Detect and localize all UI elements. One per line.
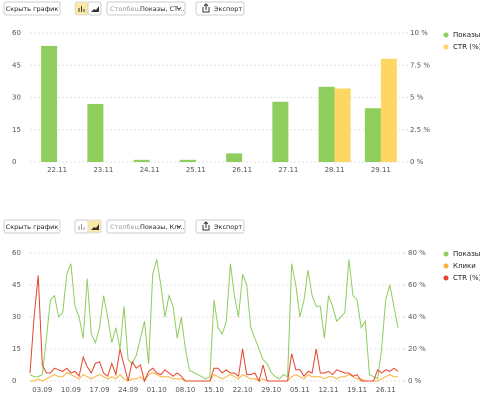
y-tick-label: 0 xyxy=(12,158,16,166)
column-value: Показы, Кл… xyxy=(140,223,185,231)
bar xyxy=(318,86,335,162)
legend-label: CTR (%) xyxy=(453,274,480,282)
y2-tick-label: 7.5 % xyxy=(410,61,430,69)
y2-tick-label: 2.5 % xyxy=(410,126,430,134)
legend-marker xyxy=(443,275,449,281)
export-icon xyxy=(202,3,210,13)
x-tick-label: 10.09 xyxy=(61,386,81,394)
column-label: Столбец: xyxy=(110,223,141,231)
x-tick-label: 29.11 xyxy=(371,166,391,174)
bar xyxy=(41,45,58,162)
x-tick-label: 23.11 xyxy=(93,166,113,174)
x-tick-label: 27.11 xyxy=(278,166,298,174)
legend-marker xyxy=(443,32,449,38)
x-tick-label: 03.09 xyxy=(32,386,52,394)
legend-marker xyxy=(443,251,449,257)
legend-marker xyxy=(443,263,449,269)
export-label: Экспорт xyxy=(214,223,242,231)
line xyxy=(30,371,398,382)
area-icon xyxy=(91,6,99,12)
line xyxy=(29,275,399,383)
x-tick-label: 24.09 xyxy=(118,386,138,394)
bar xyxy=(334,88,351,162)
bar xyxy=(179,159,196,162)
chevron xyxy=(176,225,182,229)
legend-label: Показы xyxy=(453,250,480,258)
x-tick-label: 01.10 xyxy=(147,386,167,394)
bar xyxy=(133,159,150,162)
y-tick-label: 45 xyxy=(12,281,21,289)
hide-button[interactable] xyxy=(3,219,61,234)
bar-icon xyxy=(78,6,85,12)
x-tick-label: 22.10 xyxy=(233,386,253,394)
y2-tick-label: 40 % xyxy=(408,313,426,321)
column-label: Столбец: xyxy=(110,5,141,13)
line xyxy=(29,259,399,380)
y2-tick-label: 60 % xyxy=(408,281,426,289)
x-tick-label: 28.11 xyxy=(325,166,345,174)
x-tick-label: 08.10 xyxy=(175,386,195,394)
y2-tick-label: 10 % xyxy=(410,29,428,37)
x-tick-label: 17.09 xyxy=(89,386,109,394)
y2-tick-label: 5 % xyxy=(410,94,424,102)
x-tick-label: 19.11 xyxy=(347,386,367,394)
area-toggle[interactable] xyxy=(87,219,102,234)
y-tick-label: 60 xyxy=(12,249,21,257)
y-tick-label: 30 xyxy=(12,313,21,321)
y-tick-label: 30 xyxy=(12,94,21,102)
bar-icon xyxy=(78,224,85,230)
x-tick-label: 12.11 xyxy=(318,386,338,394)
y2-tick-label: 80 % xyxy=(408,249,426,257)
export-icon xyxy=(202,221,210,231)
legend-label: CTR (%) xyxy=(453,43,480,51)
x-tick-label: 25.11 xyxy=(186,166,206,174)
x-tick-label: 29.10 xyxy=(261,386,281,394)
chevron xyxy=(176,7,182,11)
bar xyxy=(226,153,243,162)
toolbar: Скрыть график Столбец: Показы, CT… Экспо… xyxy=(3,1,245,16)
column-value: Показы, CT… xyxy=(140,5,185,13)
y-tick-label: 15 xyxy=(12,126,21,134)
hide-label: Скрыть график xyxy=(6,223,59,231)
y-tick-label: 60 xyxy=(12,29,21,37)
x-tick-label: 26.11 xyxy=(376,386,396,394)
legend-label: Клики xyxy=(453,262,476,270)
area-icon xyxy=(91,224,99,230)
x-tick-label: 05.11 xyxy=(290,386,310,394)
legend-marker xyxy=(443,44,449,50)
y2-tick-label: 20 % xyxy=(408,345,426,353)
x-tick-label: 26.11 xyxy=(232,166,252,174)
y-tick-label: 15 xyxy=(12,345,21,353)
x-tick-label: 24.11 xyxy=(140,166,160,174)
bar xyxy=(272,101,289,162)
hide-label: Скрыть график xyxy=(6,5,59,13)
export-label: Экспорт xyxy=(214,5,242,13)
bar xyxy=(364,108,381,162)
hide-button[interactable] xyxy=(3,1,61,16)
x-tick-label: 15.10 xyxy=(204,386,224,394)
x-tick-label: 22.11 xyxy=(47,166,67,174)
legend-label: Показы xyxy=(453,31,480,39)
y-tick-label: 0 xyxy=(12,377,16,385)
bar xyxy=(380,58,397,162)
column-select[interactable] xyxy=(106,219,186,234)
y-tick-label: 45 xyxy=(12,61,21,69)
y2-tick-label: 0 % xyxy=(408,377,422,385)
y2-tick-label: 0 % xyxy=(410,158,424,166)
bar xyxy=(87,103,104,162)
area-toggle[interactable] xyxy=(87,1,102,16)
column-select[interactable] xyxy=(106,1,186,16)
toolbar: Скрыть график Столбец: Показы, Кл… Экспо… xyxy=(3,219,245,234)
